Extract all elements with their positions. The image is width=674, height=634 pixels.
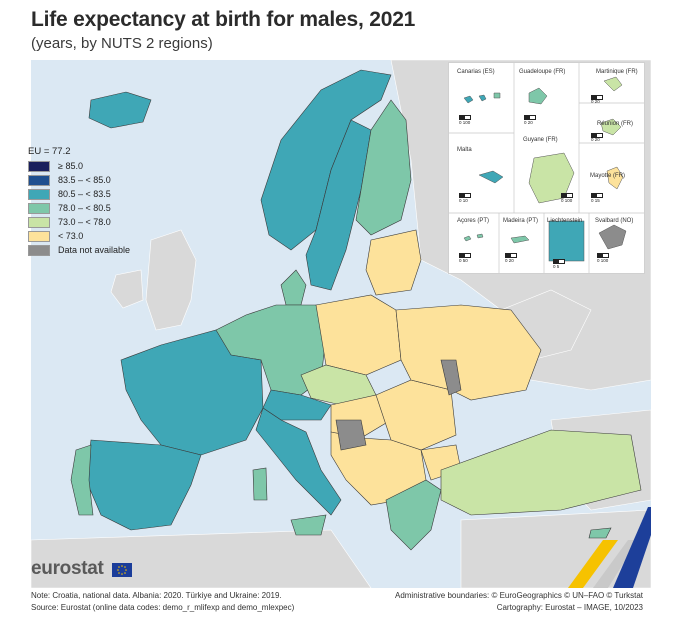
inset-panel: Canarias (ES) Guadeloupe (FR) Martinique…: [448, 62, 645, 274]
legend-item: < 73.0: [28, 230, 130, 242]
eurostat-logo: eurostat: [31, 558, 104, 579]
canarias-shape: [463, 95, 474, 104]
legend-label: 78.0 – < 80.5: [58, 203, 111, 213]
legend-item: 83.5 – < 85.0: [28, 174, 130, 186]
corner-stripes: [568, 507, 651, 588]
legend-swatch: [28, 160, 50, 172]
footer-boundaries: Administrative boundaries: © EuroGeograp…: [394, 591, 643, 600]
scale-guadeloupe: 0 20: [524, 120, 533, 125]
legend-swatch: [28, 216, 50, 228]
map-title: Life expectancy at birth for males, 2021: [31, 8, 416, 31]
liechtenstein-shape: [548, 220, 585, 262]
finland-region: [355, 99, 412, 236]
inset-dividers: [449, 63, 644, 273]
scale-martinique: 0 20: [591, 99, 600, 104]
iceland-region: [88, 91, 152, 129]
norway-region: [260, 69, 392, 251]
map-subtitle: (years, by NUTS 2 regions): [31, 35, 213, 52]
sweden-region: [305, 119, 372, 291]
denmark-region: [280, 269, 307, 306]
cyprus-region: [588, 527, 612, 539]
footer-cartography: Cartography: Eurostat – IMAGE, 10/2023: [496, 603, 643, 612]
madeira-shape: [510, 235, 530, 244]
bosnia-region: [335, 419, 367, 451]
map-legend: EU = 77.2 ≥ 85.0 83.5 – < 85.0 80.5 – < 83…: [28, 146, 130, 258]
italy-region: [255, 407, 342, 516]
legend-item: 80.5 – < 83.5: [28, 188, 130, 200]
eu-flag-icon: [112, 563, 132, 577]
legend-swatch: [28, 174, 50, 186]
guyane-shape: [528, 152, 575, 204]
baltics-region: [365, 229, 422, 296]
footer-source: Source: Eurostat (online data codes: dem…: [31, 603, 295, 612]
martinique-shape: [603, 76, 623, 92]
legend-swatch: [28, 202, 50, 214]
legend-label: Data not available: [58, 245, 131, 255]
legend-item: 73.0 – < 78.0: [28, 216, 130, 228]
legend-label: 83.5 – < 85.0: [58, 175, 111, 185]
svalbard-shape: [598, 224, 627, 250]
legend-label: 80.5 – < 83.5: [58, 189, 111, 199]
mayotte-shape: [606, 166, 624, 190]
scale-mayotte: 0 15: [591, 198, 600, 203]
scale-madeira: 0 20: [505, 258, 514, 263]
guadeloupe-shape: [528, 87, 548, 105]
malta-shape: [478, 170, 504, 184]
turkey-region: [440, 429, 642, 516]
legend-label: < 73.0: [58, 231, 84, 241]
legend-label: 73.0 – < 78.0: [58, 217, 111, 227]
ireland-land: [110, 269, 144, 309]
portugal-region: [70, 444, 94, 516]
scale-reunion: 0 20: [591, 137, 600, 142]
france-region: [120, 329, 264, 456]
sardinia-region: [252, 467, 268, 501]
scale-liechtenstein: 0 5: [553, 264, 560, 269]
poland-region: [315, 294, 402, 376]
legend-swatch: [28, 230, 50, 242]
legend-item: 78.0 – < 80.5: [28, 202, 130, 214]
scale-acores: 0 50: [459, 258, 468, 263]
great-britain-land: [145, 229, 197, 331]
ukraine-region: [395, 304, 542, 401]
scale-canarias: 0 100: [459, 120, 471, 125]
scale-svalbard: 0 100: [597, 258, 609, 263]
sicily-region: [290, 514, 327, 536]
legend-item: Data not available: [28, 244, 130, 256]
scale-malta: 0 10: [459, 198, 468, 203]
reunion-shape: [600, 118, 622, 136]
legend-swatch: [28, 244, 50, 256]
legend-item: ≥ 85.0: [28, 160, 130, 172]
greece-region: [385, 479, 442, 551]
legend-title: EU = 77.2: [28, 146, 71, 157]
legend-swatch: [28, 188, 50, 200]
legend-label: ≥ 85.0: [58, 161, 83, 171]
footer-note: Note: Croatia, national data. Albania: 2…: [31, 591, 282, 600]
moldova-region: [440, 359, 462, 396]
spain-region: [85, 439, 202, 531]
scale-guyane: 0 100: [561, 198, 573, 203]
acores-shape: [463, 233, 484, 242]
